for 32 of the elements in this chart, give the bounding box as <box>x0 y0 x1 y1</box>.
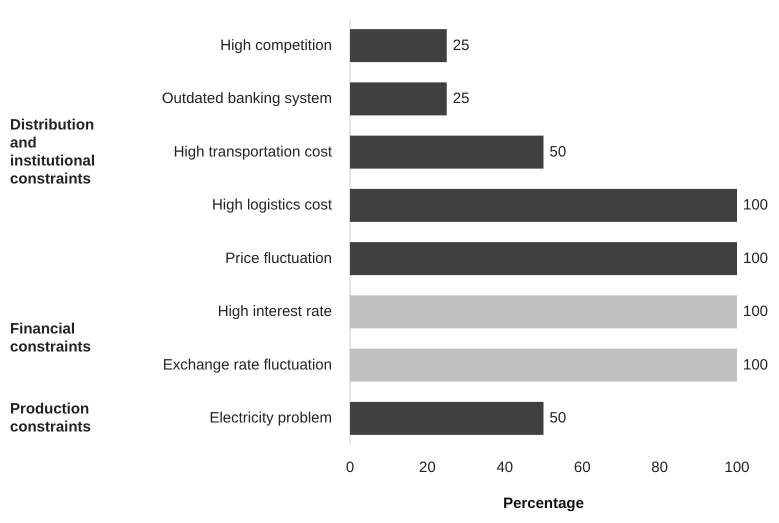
bar <box>350 402 544 435</box>
data-label: 50 <box>550 143 566 160</box>
data-label: 50 <box>550 410 566 427</box>
bar <box>350 242 737 276</box>
bar <box>350 29 447 62</box>
y-tick-label: Price fluctuation <box>225 250 332 267</box>
y-tick-label: Exchange rate fluctuation <box>162 356 332 374</box>
y-tick-label: High competition <box>220 36 332 54</box>
y-tick-label: High interest rate <box>218 303 332 320</box>
x-tick-label: 0 <box>346 459 354 476</box>
text: Financial constraints <box>10 320 91 356</box>
data-label: 100 <box>743 356 768 374</box>
x-tick-label: 40 <box>496 459 514 476</box>
y-tick-label: Outdated banking system <box>162 90 332 108</box>
data-label: 100 <box>743 250 768 267</box>
x-tick-label: 60 <box>574 459 591 476</box>
text: Distribution and institutional constraints <box>10 116 95 188</box>
text: Production constraints <box>10 400 91 436</box>
data-label: 100 <box>743 303 768 320</box>
x-tick-label: 80 <box>651 459 668 476</box>
data-label: 25 <box>452 36 470 54</box>
x-axis-title: Percentage <box>503 495 584 512</box>
data-label: 25 <box>452 90 470 108</box>
y-tick-label: High transportation cost <box>174 143 333 160</box>
data-label: 100 <box>743 196 768 214</box>
bar <box>350 188 737 222</box>
bar <box>350 136 544 169</box>
x-tick-label: 20 <box>419 459 436 476</box>
x-tick-label: 100 <box>724 459 750 476</box>
y-tick-label: Electricity problem <box>209 410 332 427</box>
bar <box>350 82 447 116</box>
y-tick-label: High logistics cost <box>212 196 333 214</box>
